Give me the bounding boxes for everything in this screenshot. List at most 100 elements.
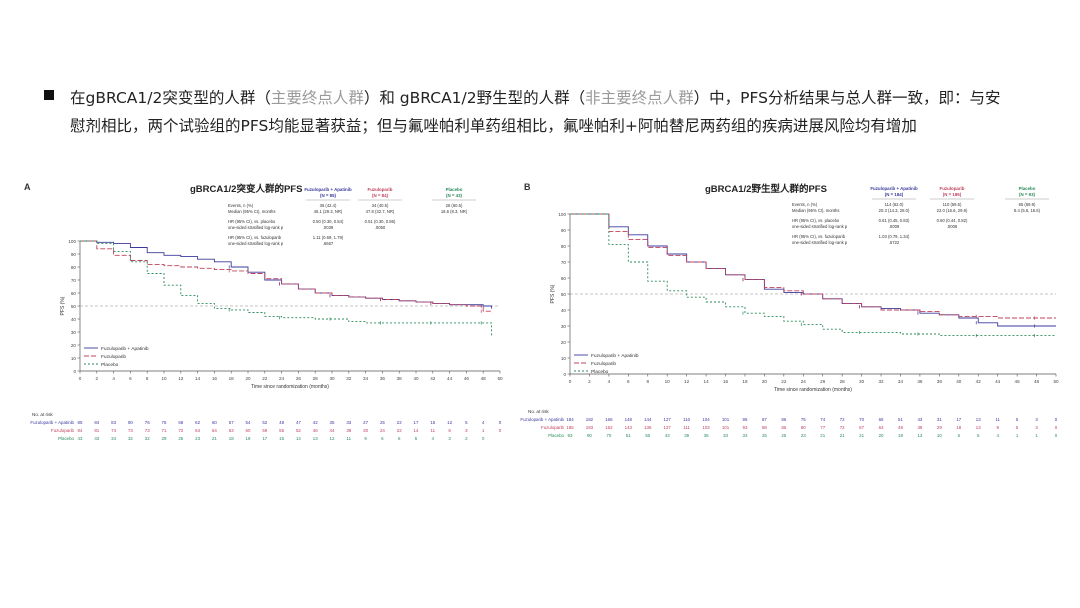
risk-count: 33 bbox=[723, 433, 728, 438]
y-tick-label: 30 bbox=[71, 330, 77, 335]
x-tick-label: 48 bbox=[1034, 379, 1040, 384]
risk-count: 13 bbox=[976, 417, 981, 422]
table-row-label: one-sided stratified log-rank p bbox=[792, 240, 848, 245]
y-tick-label: 0 bbox=[73, 369, 76, 374]
risk-count: 13 bbox=[976, 425, 981, 430]
risk-count: 0 bbox=[499, 420, 502, 425]
x-tick-label: 36 bbox=[380, 376, 386, 381]
table-cell: 34 (40.5) bbox=[372, 203, 389, 208]
risk-count: 18 bbox=[956, 425, 961, 430]
x-tick-label: 40 bbox=[413, 376, 419, 381]
risk-count: 5 bbox=[465, 420, 468, 425]
x-tick-label: 20 bbox=[245, 376, 251, 381]
risk-count: 0 bbox=[1055, 417, 1058, 422]
x-tick-label: 6 bbox=[627, 379, 630, 384]
risk-count: 4 bbox=[996, 433, 999, 438]
risk-count: 25 bbox=[762, 433, 767, 438]
risk-count: 4 bbox=[432, 436, 435, 441]
risk-count: 85 bbox=[78, 420, 83, 425]
table-cell: 1.03 (0.79, 1.34) bbox=[879, 234, 910, 239]
y-tick-label: 10 bbox=[71, 356, 77, 361]
chart-title: gBRCA1/2突变人群的PFS bbox=[190, 183, 302, 195]
risk-count: 21 bbox=[212, 436, 217, 441]
x-tick-label: 2 bbox=[588, 379, 591, 384]
risk-row-label-1: Fuzuloparib bbox=[541, 425, 564, 430]
table-cell: 0.50 (0.30, 0.84) bbox=[313, 219, 344, 224]
risk-row-label-0: Fuzuloparib + Apatinib bbox=[30, 420, 74, 425]
x-tick-label: 36 bbox=[917, 379, 923, 384]
risk-count: 74 bbox=[111, 428, 116, 433]
y-tick-label: 20 bbox=[561, 340, 567, 345]
x-tick-label: 30 bbox=[329, 376, 335, 381]
x-tick-label: 22 bbox=[262, 376, 268, 381]
risk-count: 93 bbox=[743, 425, 748, 430]
risk-count: 11 bbox=[995, 417, 1000, 422]
risk-count: 64 bbox=[195, 428, 200, 433]
risk-count: 24 bbox=[380, 428, 385, 433]
x-tick-label: 8 bbox=[146, 376, 149, 381]
table-cell: 47.8 (32.7, NR) bbox=[366, 209, 395, 214]
table-n-2: (N = 43) bbox=[446, 193, 463, 198]
x-tick-label: 38 bbox=[937, 379, 943, 384]
y-tick-label: 60 bbox=[561, 276, 567, 281]
risk-count: 70 bbox=[859, 417, 864, 422]
x-tick-label: 46 bbox=[464, 376, 470, 381]
x-tick-label: 20 bbox=[762, 379, 768, 384]
risk-count: 80 bbox=[801, 425, 806, 430]
y-axis-label: PFS (%) bbox=[60, 296, 66, 315]
risk-count: 81 bbox=[94, 428, 99, 433]
risk-count: 63 bbox=[229, 428, 234, 433]
risk-count: 44 bbox=[330, 428, 335, 433]
risk-count: 9 bbox=[364, 436, 367, 441]
risk-count: 39 bbox=[917, 425, 922, 430]
legend-entry-2: Placebo bbox=[101, 362, 119, 368]
km-curve-2 bbox=[570, 213, 1056, 337]
y-tick-label: 50 bbox=[71, 304, 77, 309]
risk-count: 11 bbox=[347, 436, 352, 441]
risk-count: 21 bbox=[859, 433, 864, 438]
y-tick-label: 10 bbox=[561, 356, 567, 361]
risk-count: 51 bbox=[898, 417, 903, 422]
risk-count: 32 bbox=[128, 436, 133, 441]
risk-count: 6 bbox=[381, 436, 384, 441]
risk-count: 166 bbox=[605, 417, 613, 422]
x-axis-label: Time since randomization (months) bbox=[251, 384, 329, 390]
table-row-label: HR (95% CI), vs. placebo bbox=[228, 219, 276, 224]
risk-count: 5 bbox=[1016, 425, 1019, 430]
risk-count: 23 bbox=[195, 436, 200, 441]
summary-text-part1: 在gBRCA1/2突变型的人群（ bbox=[70, 89, 271, 107]
y-axis-label: PFS (%) bbox=[550, 284, 556, 303]
table-cell: 22.0 (16.6, 29.9) bbox=[937, 208, 968, 213]
risk-count: 143 bbox=[625, 425, 633, 430]
risk-table-header: No. at risk bbox=[32, 412, 53, 417]
table-cell: 20.3 (14.3, 28.0) bbox=[879, 208, 910, 213]
table-cell: 0.51 (0.30, 0.86) bbox=[365, 219, 396, 224]
risk-count: 136 bbox=[644, 425, 652, 430]
table-row-label: HR (95% CI), vs. fuzuloparib bbox=[792, 234, 846, 239]
risk-count: 144 bbox=[644, 417, 652, 422]
table-row-label: Median (95% CI), months bbox=[792, 208, 839, 213]
chart-title: gBRCA1/2野生型人群的PFS bbox=[705, 183, 827, 195]
x-tick-label: 50 bbox=[497, 376, 503, 381]
risk-count: 47 bbox=[296, 420, 301, 425]
risk-table-header: No. at risk bbox=[528, 409, 549, 414]
risk-count: 15 bbox=[430, 420, 435, 425]
risk-count: 52 bbox=[262, 420, 267, 425]
risk-count: 22 bbox=[397, 428, 402, 433]
risk-count: 73 bbox=[145, 428, 150, 433]
x-tick-label: 10 bbox=[161, 376, 167, 381]
risk-count: 22 bbox=[397, 420, 402, 425]
y-tick-label: 80 bbox=[561, 244, 567, 249]
risk-count: 104 bbox=[702, 417, 710, 422]
x-tick-label: 26 bbox=[296, 376, 302, 381]
risk-count: 6 bbox=[958, 433, 961, 438]
x-tick-label: 42 bbox=[976, 379, 982, 384]
risk-count: 18 bbox=[246, 436, 251, 441]
table-cell: .0006 bbox=[947, 224, 958, 229]
x-tick-label: 14 bbox=[195, 376, 201, 381]
risk-count: 60 bbox=[246, 428, 251, 433]
risk-count: 23 bbox=[801, 433, 806, 438]
x-tick-label: 32 bbox=[346, 376, 352, 381]
table-header-0: Fuzuloparib + Apatinib bbox=[304, 187, 352, 192]
